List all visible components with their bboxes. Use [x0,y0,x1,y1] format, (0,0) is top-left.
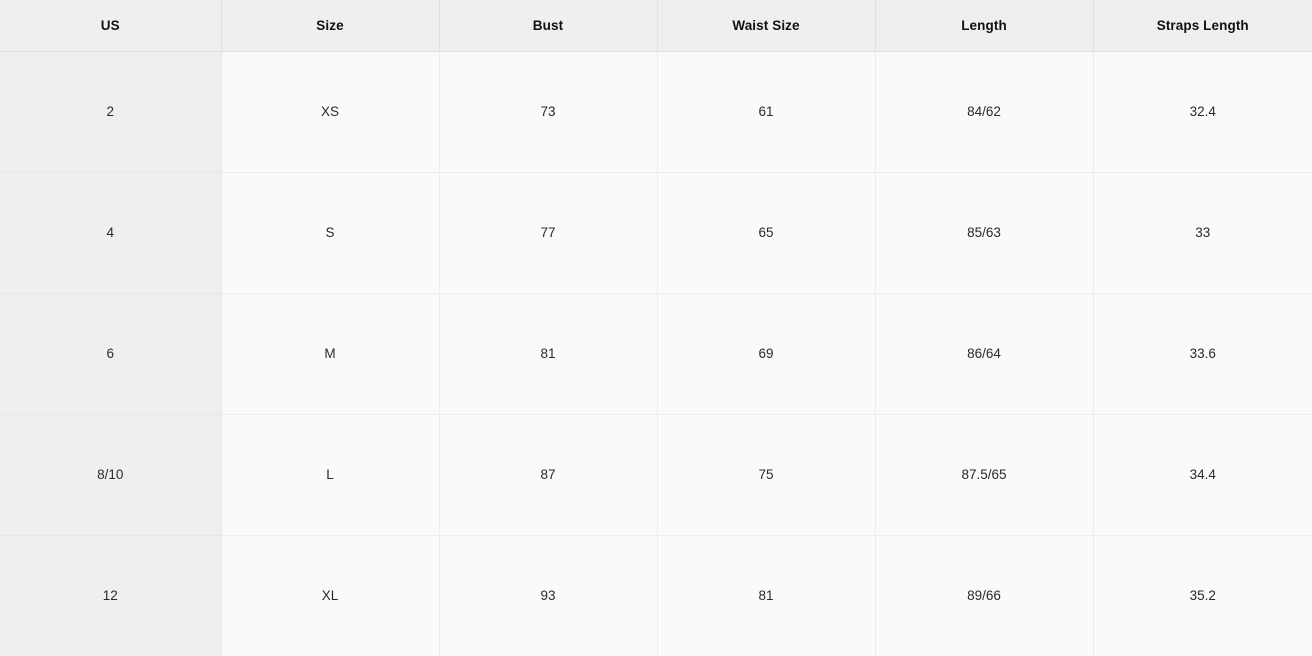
cell-size: XS [221,51,440,173]
table-row: 2 XS 73 61 84/62 32.4 [0,51,1312,173]
cell-waist-size: 75 [657,414,876,536]
cell-length: 85/63 [875,172,1094,294]
column-header-size: Size [221,0,440,52]
cell-bust: 93 [439,535,658,656]
cell-length: 86/64 [875,293,1094,415]
column-header-bust: Bust [439,0,658,52]
cell-waist-size: 61 [657,51,876,173]
column-header-us: US [0,0,222,52]
cell-bust: 77 [439,172,658,294]
table-header: US Size Bust Waist Size Length Straps Le… [0,0,1312,52]
cell-us: 4 [0,172,222,294]
cell-length: 89/66 [875,535,1094,656]
table-body: 2 XS 73 61 84/62 32.4 4 S 77 65 85/63 33… [0,51,1312,656]
cell-us: 2 [0,51,222,173]
cell-us: 12 [0,535,222,656]
cell-size: S [221,172,440,294]
cell-us: 6 [0,293,222,415]
cell-bust: 73 [439,51,658,173]
table-row: 8/10 L 87 75 87.5/65 34.4 [0,414,1312,536]
table-row: 4 S 77 65 85/63 33 [0,172,1312,294]
cell-waist-size: 65 [657,172,876,294]
cell-straps-length: 35.2 [1093,535,1312,656]
cell-straps-length: 34.4 [1093,414,1312,536]
cell-waist-size: 81 [657,535,876,656]
cell-bust: 87 [439,414,658,536]
cell-straps-length: 32.4 [1093,51,1312,173]
cell-size: M [221,293,440,415]
table-row: 12 XL 93 81 89/66 35.2 [0,535,1312,656]
cell-waist-size: 69 [657,293,876,415]
table-header-row: US Size Bust Waist Size Length Straps Le… [0,0,1312,52]
column-header-length: Length [875,0,1094,52]
cell-length: 87.5/65 [875,414,1094,536]
cell-us: 8/10 [0,414,222,536]
cell-size: L [221,414,440,536]
cell-size: XL [221,535,440,656]
table-row: 6 M 81 69 86/64 33.6 [0,293,1312,415]
cell-straps-length: 33.6 [1093,293,1312,415]
column-header-straps-length: Straps Length [1093,0,1312,52]
cell-bust: 81 [439,293,658,415]
column-header-waist-size: Waist Size [657,0,876,52]
cell-straps-length: 33 [1093,172,1312,294]
cell-length: 84/62 [875,51,1094,173]
